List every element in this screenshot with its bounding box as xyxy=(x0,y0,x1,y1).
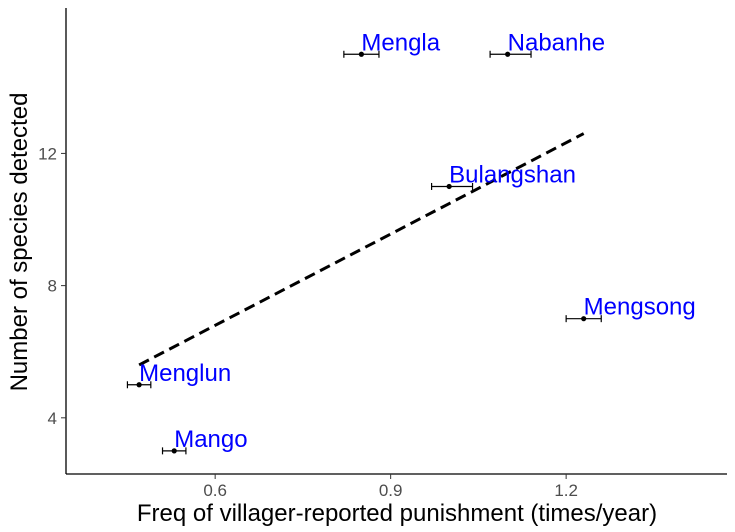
data-point-group: Mengsong xyxy=(565,294,696,323)
data-point-group: Bulangshan xyxy=(430,161,576,190)
data-point xyxy=(446,183,452,190)
x-tick-label: 0.6 xyxy=(203,481,227,500)
data-point-group: Nabanhe xyxy=(489,29,605,58)
x-axis-title: Freq of villager-reported punishment (ti… xyxy=(137,500,657,527)
trend-line xyxy=(138,132,585,367)
point-label: Mengla xyxy=(361,29,440,56)
data-point-group: Mango xyxy=(161,426,248,455)
data-point-group: Mengla xyxy=(343,29,441,58)
data-point xyxy=(505,51,511,57)
y-tick-label: 8 xyxy=(48,277,57,296)
plot-area: Mengla Nabanhe Bulangshan Mengsong Menglun Ma… xyxy=(126,29,696,455)
point-label: Nabanhe xyxy=(508,29,605,56)
x-tick-label: 1.2 xyxy=(554,481,578,500)
data-point-group: Menglun xyxy=(126,360,231,389)
y-tick-label: 12 xyxy=(38,144,57,163)
point-label: Mengsong xyxy=(584,294,696,321)
x-tick-label: 0.9 xyxy=(379,481,403,500)
y-axis-title: Number of species detected xyxy=(6,93,33,392)
point-label: Bulangshan xyxy=(449,161,576,188)
point-label: Mango xyxy=(174,426,247,453)
data-point xyxy=(171,448,177,454)
y-tick-label: 4 xyxy=(48,409,57,428)
ticks: 0.6 0.9 1.2 4 8 12 xyxy=(38,144,578,500)
data-point xyxy=(581,316,587,322)
data-point xyxy=(136,382,142,388)
axes xyxy=(65,8,727,475)
data-point xyxy=(358,51,365,57)
point-label: Menglun xyxy=(139,360,231,387)
